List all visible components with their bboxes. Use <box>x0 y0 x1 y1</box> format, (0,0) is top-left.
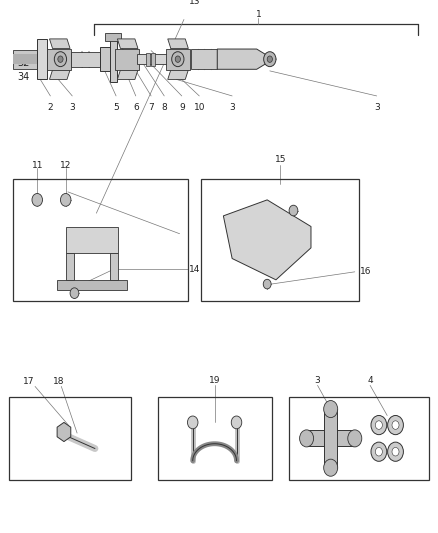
Text: 2: 2 <box>48 103 53 112</box>
Circle shape <box>388 442 403 461</box>
Text: 9: 9 <box>179 103 185 112</box>
Text: 8: 8 <box>161 103 167 112</box>
Circle shape <box>267 56 272 62</box>
Text: 3: 3 <box>69 103 75 112</box>
Circle shape <box>70 288 79 298</box>
Circle shape <box>348 430 362 447</box>
Circle shape <box>175 56 180 62</box>
Circle shape <box>375 421 382 430</box>
Bar <box>201 179 359 301</box>
Polygon shape <box>117 70 138 79</box>
Text: 4: 4 <box>367 376 373 384</box>
Text: 5: 5 <box>113 103 119 112</box>
Text: 18: 18 <box>53 377 65 385</box>
Bar <box>289 397 429 480</box>
Bar <box>13 179 188 301</box>
Text: 17: 17 <box>23 377 34 385</box>
Text: 10: 10 <box>194 103 205 112</box>
Polygon shape <box>324 409 337 468</box>
Polygon shape <box>57 422 71 441</box>
Polygon shape <box>57 280 127 290</box>
Bar <box>137 54 170 64</box>
Bar <box>71 52 100 67</box>
Polygon shape <box>307 431 355 447</box>
Circle shape <box>324 401 338 418</box>
Polygon shape <box>49 39 70 49</box>
Bar <box>158 397 272 480</box>
Circle shape <box>289 205 298 216</box>
Polygon shape <box>110 253 118 280</box>
Circle shape <box>324 459 338 477</box>
Circle shape <box>371 442 387 461</box>
Circle shape <box>263 279 271 289</box>
Bar <box>105 33 121 41</box>
Text: 12: 12 <box>60 161 71 169</box>
Bar <box>146 53 150 66</box>
Text: 3: 3 <box>374 103 380 112</box>
Circle shape <box>187 416 198 429</box>
Text: 34: 34 <box>18 72 30 82</box>
Polygon shape <box>115 49 139 70</box>
Bar <box>191 49 217 69</box>
Bar <box>100 47 112 71</box>
Polygon shape <box>217 49 276 69</box>
Polygon shape <box>168 39 188 49</box>
Polygon shape <box>166 49 190 70</box>
Circle shape <box>388 416 403 435</box>
Bar <box>37 39 47 79</box>
Text: 3: 3 <box>314 376 321 384</box>
Circle shape <box>54 52 67 67</box>
Circle shape <box>300 430 314 447</box>
Text: 11: 11 <box>32 161 43 169</box>
Circle shape <box>371 416 387 435</box>
Polygon shape <box>66 253 74 280</box>
Text: 15: 15 <box>275 156 286 164</box>
Circle shape <box>58 56 63 62</box>
Polygon shape <box>47 49 71 70</box>
Text: 32: 32 <box>18 58 30 68</box>
Text: 19: 19 <box>209 376 220 384</box>
Circle shape <box>32 193 42 206</box>
Circle shape <box>392 421 399 430</box>
Polygon shape <box>168 70 188 79</box>
Text: 13: 13 <box>189 0 201 6</box>
Polygon shape <box>66 227 118 253</box>
Circle shape <box>392 448 399 456</box>
Bar <box>110 37 117 82</box>
Polygon shape <box>117 39 138 49</box>
Polygon shape <box>49 70 70 79</box>
Bar <box>13 50 37 69</box>
Text: 1: 1 <box>255 10 261 19</box>
Text: 14: 14 <box>189 265 201 273</box>
Polygon shape <box>223 200 311 280</box>
Circle shape <box>172 52 184 67</box>
Circle shape <box>375 448 382 456</box>
Text: 7: 7 <box>148 103 154 112</box>
Circle shape <box>231 416 242 429</box>
Text: 16: 16 <box>360 268 371 276</box>
Text: 3: 3 <box>229 103 235 112</box>
Circle shape <box>264 52 276 67</box>
Bar <box>9 397 131 480</box>
Text: 6: 6 <box>133 103 139 112</box>
Circle shape <box>60 193 71 206</box>
Bar <box>13 54 37 64</box>
Bar <box>151 53 155 66</box>
